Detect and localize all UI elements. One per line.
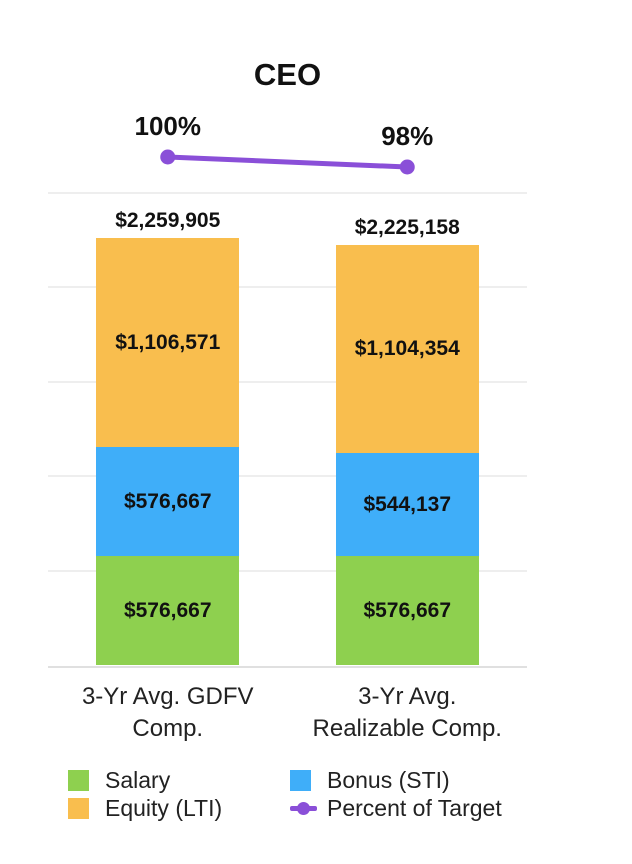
gridline xyxy=(48,286,527,289)
total-label-gdfv: $2,259,905 xyxy=(115,209,221,233)
bar-segment-value: $576,667 xyxy=(123,489,212,513)
percent-marker-gdfv xyxy=(160,149,176,165)
bar-segment-value: $1,104,354 xyxy=(354,337,460,361)
equity-swatch-icon xyxy=(68,797,89,819)
legend-label-salary: Salary xyxy=(105,766,171,793)
x-axis-line xyxy=(48,666,527,668)
gridline xyxy=(48,192,527,194)
x-axis-label-realizable: 3-Yr Avg. Realizable Comp. xyxy=(287,681,527,745)
bar-segment-value: $576,667 xyxy=(363,598,452,622)
salary-swatch-icon xyxy=(68,769,89,791)
gridline xyxy=(48,569,527,572)
x-axis-label-gdfv: 3-Yr Avg. GDFV Comp. xyxy=(48,681,288,745)
legend-label-bonus: Bonus (STI) xyxy=(327,766,450,793)
legend-item-equity: Equity (LTI) xyxy=(68,794,290,821)
bar-segment: $576,667 xyxy=(335,556,479,665)
percent-of-target-label-realizable: 98% xyxy=(381,121,434,151)
bar-segment: $576,667 xyxy=(96,556,240,665)
x-axis-label-gdfv-line2: Comp. xyxy=(132,715,204,742)
total-label-realizable: $2,225,158 xyxy=(354,215,460,239)
x-axis-label-gdfv-line1: 3-Yr Avg. GDFV xyxy=(81,683,254,710)
legend-label-equity: Equity (LTI) xyxy=(105,794,223,821)
percent-marker-realizable xyxy=(399,159,415,175)
bar-segment-value: $576,667 xyxy=(123,598,212,622)
bar-segment-value: $544,137 xyxy=(363,492,452,516)
bonus-swatch-icon xyxy=(290,769,311,791)
gridline xyxy=(48,380,527,383)
bar-segment: $544,137 xyxy=(335,453,479,557)
bar-segment: $576,667 xyxy=(96,447,240,557)
percent-of-target-label-gdfv: 100% xyxy=(134,111,202,141)
percent-line xyxy=(165,154,410,170)
legend: Salary Bonus (STI) Equity (LTI) Percent … xyxy=(68,766,502,821)
bar-segment-value: $1,106,571 xyxy=(115,330,221,354)
chart-title: CEO xyxy=(253,57,322,92)
x-axis-label-realizable-line2: Realizable Comp. xyxy=(312,715,502,742)
x-axis-label-realizable-line1: 3-Yr Avg. xyxy=(358,683,457,710)
bar-segment: $1,106,571 xyxy=(96,238,240,448)
legend-item-bonus: Bonus (STI) xyxy=(290,766,502,793)
legend-label-percent-of-target: Percent of Target xyxy=(327,794,502,821)
legend-item-percent-of-target: Percent of Target xyxy=(290,794,502,821)
gridline xyxy=(48,475,527,478)
bar-segment: $1,104,354 xyxy=(335,244,479,454)
percent-of-target-line-icon xyxy=(290,798,317,819)
legend-item-salary: Salary xyxy=(68,766,290,793)
